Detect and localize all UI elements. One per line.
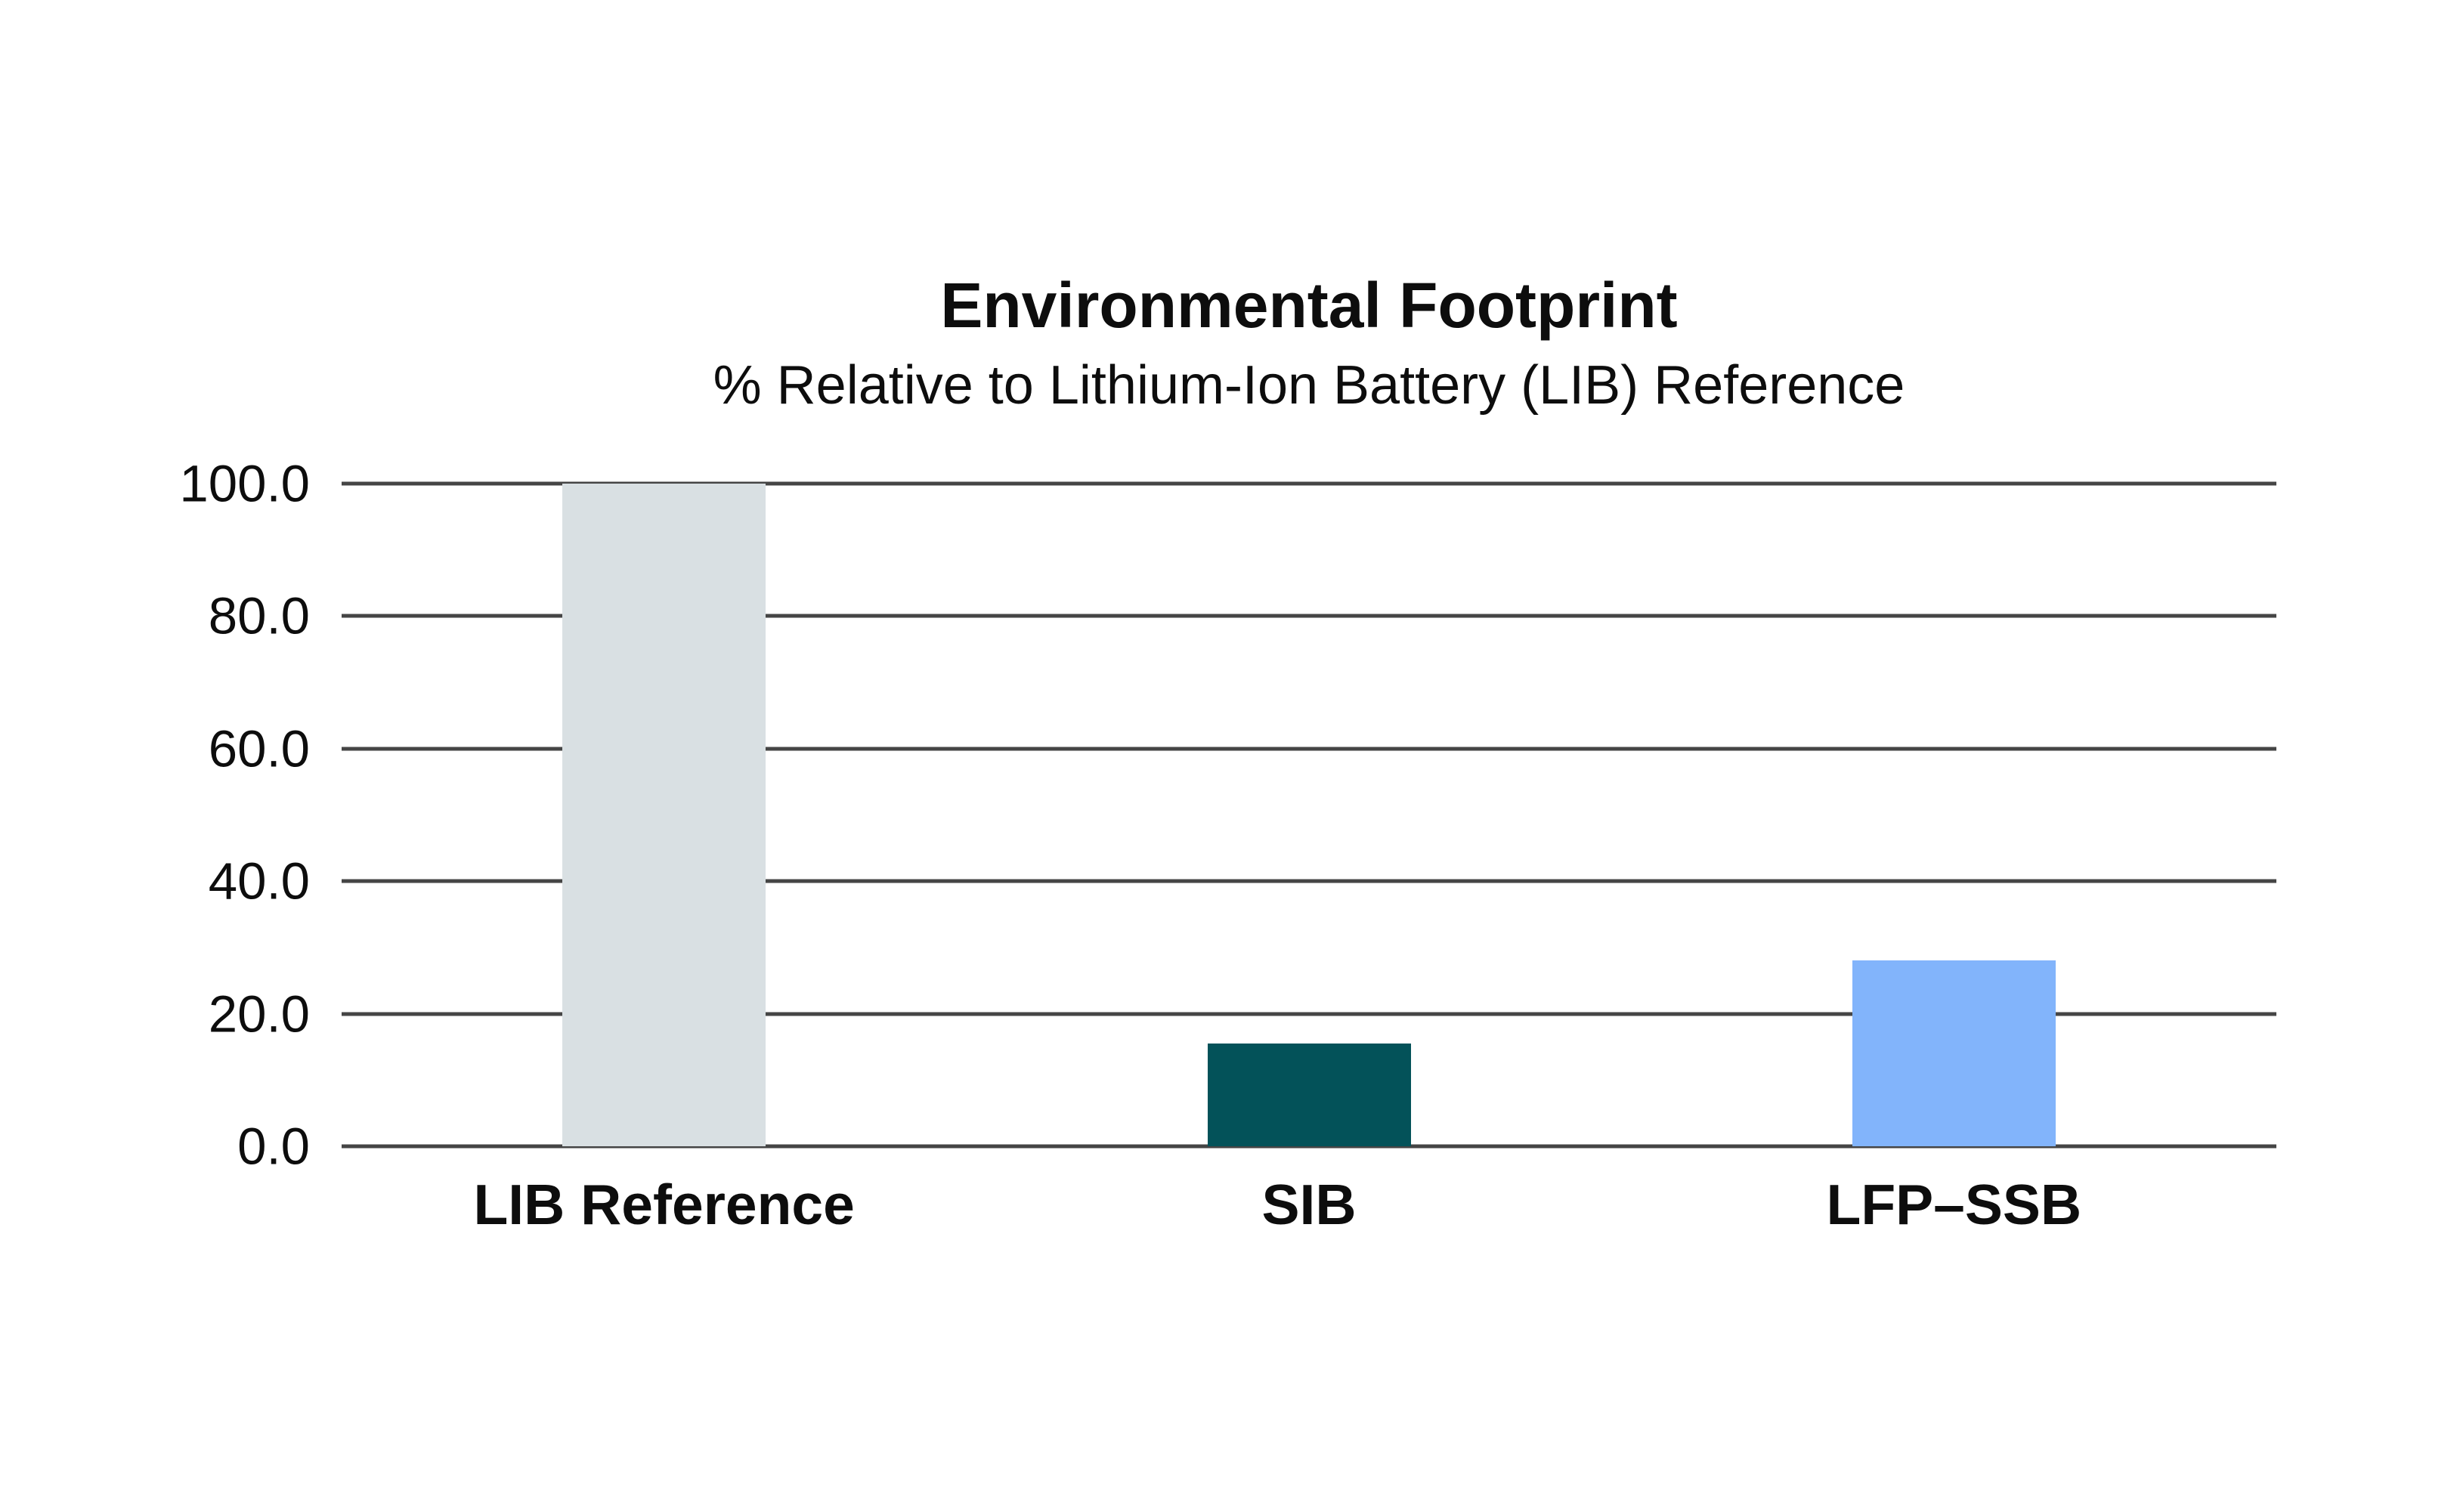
y-tick-label: 100.0 — [179, 454, 310, 513]
gridline — [342, 747, 2276, 751]
x-category-label: LIB Reference — [473, 1173, 855, 1236]
y-tick-label: 20.0 — [208, 985, 310, 1044]
chart-title: Environmental Footprint — [940, 270, 1678, 341]
gridline — [342, 1144, 2276, 1149]
plot-area: 100.0 80.0 60.0 40.0 20.0 0.0 LIB Reference SIB… — [179, 458, 2276, 1233]
x-category-label: LFP–SSB — [1826, 1173, 2082, 1236]
gridline — [342, 879, 2276, 883]
chart-subtitle: % Relative to Lithium-Ion Battery (LIB) … — [713, 355, 1905, 416]
y-tick-label: 60.0 — [208, 719, 310, 778]
gridline — [342, 1012, 2276, 1016]
x-category-label: SIB — [1261, 1173, 1357, 1236]
y-tick-label: 80.0 — [208, 586, 310, 645]
y-tick-label: 40.0 — [208, 852, 310, 911]
bar-sib — [1207, 1044, 1411, 1146]
gridline — [342, 614, 2276, 618]
y-tick-label: 0.0 — [237, 1117, 310, 1176]
bar-lfp-ssb — [1852, 960, 2056, 1146]
bar-lib-reference — [562, 484, 766, 1146]
gridline — [342, 481, 2276, 486]
